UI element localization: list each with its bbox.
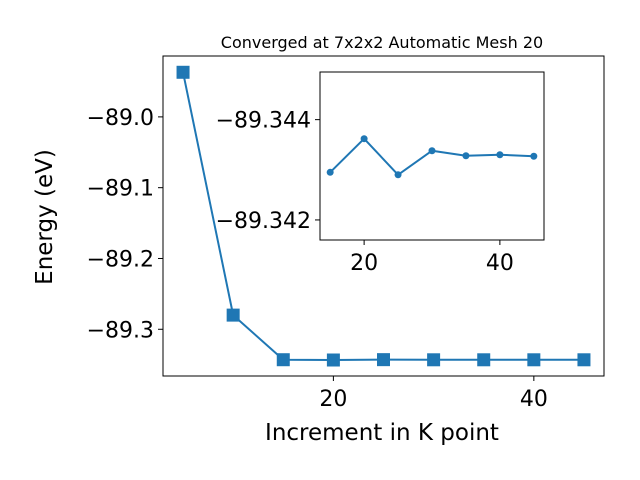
inset-data-point (394, 171, 402, 179)
inset-data-point (530, 152, 538, 160)
main-data-point (477, 353, 491, 367)
main-x-tick-label: 40 (520, 387, 548, 412)
inset-axis-ticks: 20 40 −89.344 −89.342 (216, 109, 514, 276)
main-chart-title: Converged at 7x2x2 Automatic Mesh 20 (221, 33, 543, 52)
inset-data-point (326, 168, 334, 176)
inset-y-tick-label: −89.342 (216, 209, 311, 234)
main-x-tick-label: 20 (319, 387, 347, 412)
main-data-point (527, 353, 541, 367)
inset-data-point (496, 151, 504, 159)
main-y-tick-label: −89.1 (87, 177, 154, 202)
main-data-point (326, 353, 340, 367)
inset-x-tick-label: 20 (350, 251, 378, 276)
main-y-tick-label: −89.2 (87, 247, 154, 272)
inset-data-point (428, 147, 436, 155)
main-axis-ticks: 20 40 −89.0 −89.1 −89.2 −89.3 (87, 106, 548, 412)
inset-x-tick-label: 40 (486, 251, 514, 276)
main-data-point (577, 353, 591, 367)
main-plot-area: 20 40 −89.0 −89.1 −89.2 −89.3 (87, 55, 605, 412)
inset-data-point (360, 135, 368, 143)
main-data-point (176, 65, 190, 79)
inset-series-layer (326, 135, 538, 179)
main-y-tick-label: −89.3 (87, 318, 154, 343)
inset-y-tick-label: −89.344 (216, 109, 311, 134)
main-plot-frame (162, 55, 605, 377)
main-data-point (226, 308, 240, 322)
inset-plot-area: 20 40 −89.344 −89.342 (216, 71, 545, 276)
main-data-point (427, 353, 441, 367)
main-x-axis-label: Increment in K point (265, 420, 499, 446)
main-series-layer (176, 65, 591, 367)
main-y-tick-label: −89.0 (87, 106, 154, 131)
main-y-axis-label: Energy (eV) (32, 149, 58, 285)
inset-data-point (462, 152, 470, 160)
main-data-point (276, 353, 290, 367)
main-data-point (377, 353, 390, 367)
